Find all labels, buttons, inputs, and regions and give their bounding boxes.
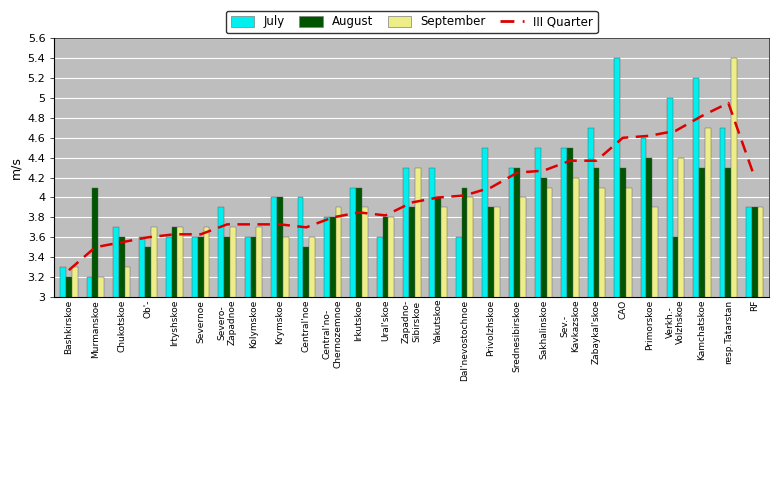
Bar (693, 78, 699, 479)
Bar (60, 267, 66, 479)
Bar (204, 228, 210, 479)
Bar (720, 128, 726, 479)
Bar (225, 237, 230, 479)
Bar (283, 237, 288, 479)
Bar (124, 267, 131, 479)
Bar (166, 237, 172, 479)
Bar (192, 237, 198, 479)
Bar (230, 228, 236, 479)
Bar (758, 207, 764, 479)
Bar (752, 207, 758, 479)
Bar (251, 237, 256, 479)
Bar (456, 237, 462, 479)
Bar (356, 188, 362, 479)
Bar (145, 247, 151, 479)
Bar (277, 197, 283, 479)
Bar (309, 237, 315, 479)
Bar (113, 228, 119, 479)
Bar (298, 197, 303, 479)
Bar (256, 228, 263, 479)
Bar (441, 207, 447, 479)
Bar (587, 128, 594, 479)
Bar (494, 207, 500, 479)
Bar (561, 148, 567, 479)
Bar (336, 207, 341, 479)
Bar (514, 168, 521, 479)
Bar (86, 277, 92, 479)
Bar (483, 148, 488, 479)
Bar (403, 168, 409, 479)
Y-axis label: m/s: m/s (9, 156, 22, 179)
Bar (218, 207, 225, 479)
Bar (699, 168, 705, 479)
Bar (139, 237, 145, 479)
Bar (415, 168, 420, 479)
Bar (430, 168, 435, 479)
Bar (119, 237, 124, 479)
Bar (646, 158, 652, 479)
Bar (151, 228, 157, 479)
Bar (362, 207, 368, 479)
Bar (409, 207, 415, 479)
Bar (382, 217, 388, 479)
Bar (652, 207, 658, 479)
Bar (546, 188, 552, 479)
Bar (468, 197, 473, 479)
Bar (245, 237, 251, 479)
Bar (705, 128, 711, 479)
Bar (324, 217, 329, 479)
Bar (488, 207, 494, 479)
Bar (377, 237, 382, 479)
Bar (329, 217, 336, 479)
Bar (573, 178, 579, 479)
Bar (726, 168, 731, 479)
Bar (625, 188, 632, 479)
Bar (198, 237, 204, 479)
Bar (541, 178, 546, 479)
Bar (462, 188, 468, 479)
Bar (271, 197, 277, 479)
Legend: July, August, September, III Quarter: July, August, September, III Quarter (226, 11, 598, 33)
Bar (614, 58, 620, 479)
Bar (172, 228, 177, 479)
Bar (521, 197, 526, 479)
Bar (567, 148, 573, 479)
Bar (594, 168, 599, 479)
Bar (667, 98, 673, 479)
Bar (599, 188, 605, 479)
Bar (98, 277, 104, 479)
Bar (303, 247, 309, 479)
Bar (435, 197, 441, 479)
Bar (71, 267, 78, 479)
Bar (535, 148, 541, 479)
Bar (678, 158, 685, 479)
Bar (509, 168, 514, 479)
Bar (388, 217, 394, 479)
Bar (177, 228, 183, 479)
Bar (620, 168, 625, 479)
Bar (66, 277, 71, 479)
Bar (673, 237, 678, 479)
Bar (350, 188, 356, 479)
Bar (640, 138, 646, 479)
Bar (731, 58, 737, 479)
Bar (746, 207, 752, 479)
Bar (92, 188, 98, 479)
